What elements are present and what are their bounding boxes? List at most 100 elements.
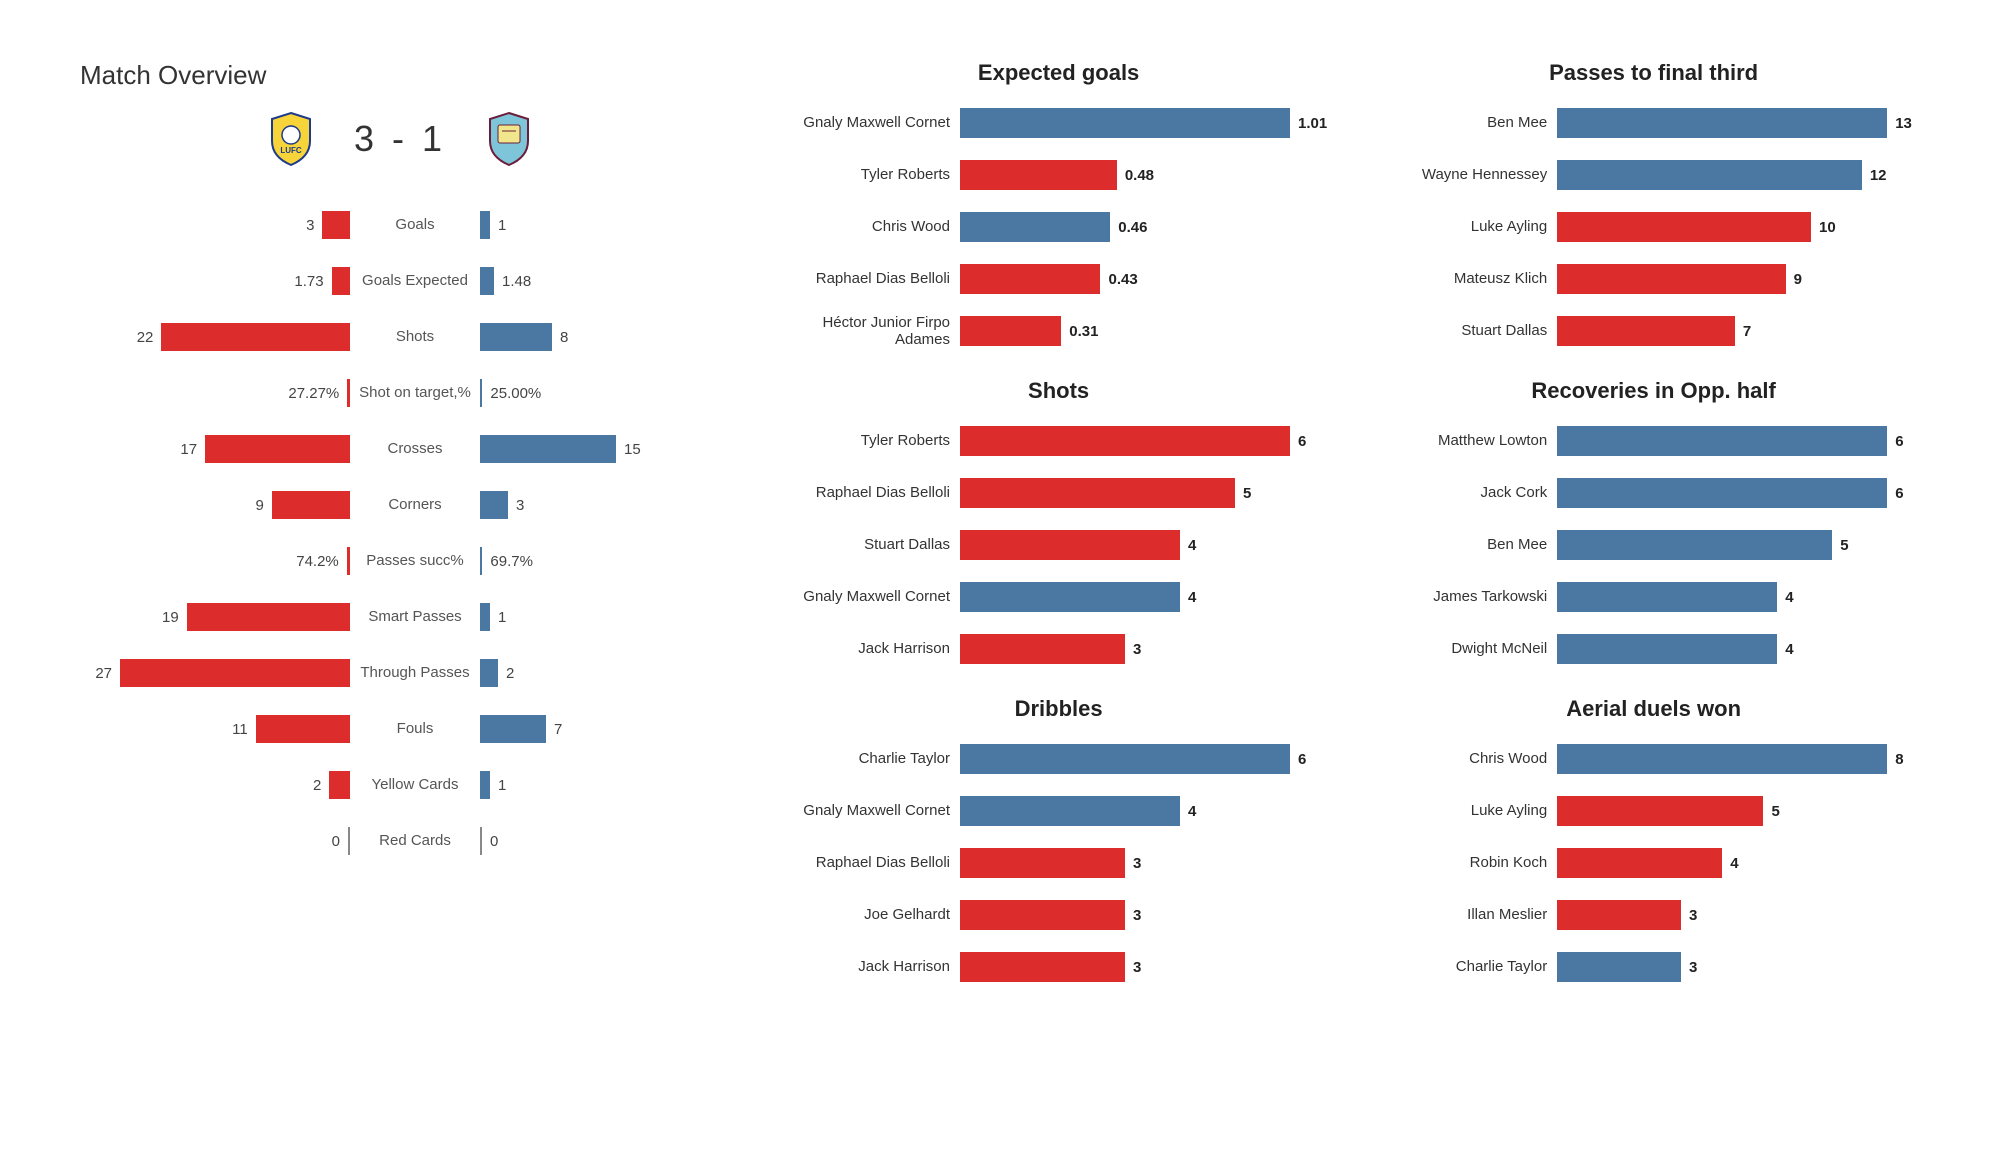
- bar-wrap: 12: [1557, 160, 1920, 190]
- stat-value-away: 69.7%: [490, 553, 533, 570]
- stat-row: 27.27%Shot on target,%25.00%: [80, 365, 720, 421]
- player-row: Illan Meslier3: [1387, 890, 1920, 940]
- player-bar: [960, 316, 1061, 346]
- stat-value-home: 3: [306, 217, 314, 234]
- player-value: 6: [1298, 433, 1306, 450]
- bar-home: [120, 659, 350, 687]
- player-bar: [960, 160, 1117, 190]
- player-row: Jack Harrison3: [790, 942, 1327, 992]
- bar-home: [332, 267, 350, 295]
- bar-away: [480, 715, 546, 743]
- stat-label: Goals Expected: [350, 272, 480, 290]
- player-bar: [1557, 530, 1832, 560]
- player-name: Wayne Hennessey: [1387, 166, 1557, 183]
- stat-label: Corners: [350, 496, 480, 514]
- player-name: Chris Wood: [790, 218, 960, 235]
- player-name: James Tarkowski: [1387, 588, 1557, 605]
- player-name: Chris Wood: [1387, 750, 1557, 767]
- bar-away: [480, 435, 616, 463]
- player-name: Robin Koch: [1387, 854, 1557, 871]
- stat-value-home: 74.2%: [296, 553, 339, 570]
- player-bar: [1557, 212, 1811, 242]
- player-stats-grid: Expected goalsGnaly Maxwell Cornet1.01Ty…: [790, 60, 1920, 994]
- stat-value-home: 27.27%: [288, 385, 339, 402]
- player-name: Stuart Dallas: [1387, 322, 1557, 339]
- player-bar: [960, 848, 1125, 878]
- player-value: 6: [1895, 433, 1903, 450]
- stat-row: 2Yellow Cards1: [80, 757, 720, 813]
- player-bar: [1557, 744, 1887, 774]
- stat-label: Goals: [350, 216, 480, 234]
- player-value: 3: [1689, 959, 1697, 976]
- player-row: Tyler Roberts6: [790, 416, 1327, 466]
- bar-wrap: 1.01: [960, 108, 1327, 138]
- bar-wrap: 0.31: [960, 316, 1327, 346]
- bar-home: [256, 715, 350, 743]
- player-bar: [1557, 108, 1887, 138]
- player-value: 10: [1819, 219, 1836, 236]
- bar-wrap: 4: [960, 530, 1327, 560]
- bar-away: [480, 659, 498, 687]
- player-row: Matthew Lowton6: [1387, 416, 1920, 466]
- mini-panel-title: Shots: [790, 378, 1327, 404]
- page-title: Match Overview: [80, 60, 720, 91]
- bar-wrap: 9: [1557, 264, 1920, 294]
- stat-value-home: 2: [313, 777, 321, 794]
- score-row: LUFC 3 - 1: [80, 111, 720, 167]
- bar-wrap: 5: [1557, 530, 1920, 560]
- bar-wrap: 6: [960, 744, 1327, 774]
- player-value: 0.48: [1125, 167, 1154, 184]
- bar-home: [329, 771, 350, 799]
- player-bar: [960, 952, 1125, 982]
- bar-wrap: 3: [960, 848, 1327, 878]
- player-name: Mateusz Klich: [1387, 270, 1557, 287]
- player-name: Luke Ayling: [1387, 802, 1557, 819]
- player-bar: [960, 796, 1180, 826]
- stat-value-away: 8: [560, 329, 568, 346]
- player-bar: [960, 108, 1290, 138]
- match-overview-panel: Match Overview LUFC 3 - 1 3Goals11.73Goa…: [80, 60, 720, 994]
- player-value: 12: [1870, 167, 1887, 184]
- stat-value-away: 3: [516, 497, 524, 514]
- bar-away: [480, 379, 482, 407]
- stat-value-home: 19: [162, 609, 179, 626]
- player-value: 4: [1730, 855, 1738, 872]
- bar-home: [205, 435, 350, 463]
- player-name: Charlie Taylor: [790, 750, 960, 767]
- player-value: 0.43: [1108, 271, 1137, 288]
- player-row: Robin Koch 4: [1387, 838, 1920, 888]
- stat-row: 0Red Cards0: [80, 813, 720, 869]
- player-row: Gnaly Maxwell Cornet1.01: [790, 98, 1327, 148]
- player-name: Gnaly Maxwell Cornet: [790, 802, 960, 819]
- player-value: 9: [1794, 271, 1802, 288]
- stat-value-away: 1.48: [502, 273, 531, 290]
- player-row: Gnaly Maxwell Cornet4: [790, 572, 1327, 622]
- stat-label: Shots: [350, 328, 480, 346]
- player-name: Jack Harrison: [790, 958, 960, 975]
- stat-row: 27Through Passes2: [80, 645, 720, 701]
- stat-label: Smart Passes: [350, 608, 480, 626]
- player-name: Raphael Dias Belloli: [790, 270, 960, 287]
- player-row: Chris Wood8: [1387, 734, 1920, 784]
- player-value: 4: [1188, 803, 1196, 820]
- stat-value-away: 1: [498, 217, 506, 234]
- bar-wrap: 6: [1557, 478, 1920, 508]
- mini-panel-title: Aerial duels won: [1387, 696, 1920, 722]
- home-team-badge-icon: LUFC: [268, 111, 314, 167]
- bar-away: [480, 323, 552, 351]
- bar-wrap: 13: [1557, 108, 1920, 138]
- bar-away: [480, 267, 494, 295]
- player-value: 4: [1785, 641, 1793, 658]
- stat-row: 74.2%Passes succ%69.7%: [80, 533, 720, 589]
- stat-row: 22Shots8: [80, 309, 720, 365]
- stat-label: Through Passes: [350, 664, 480, 682]
- stat-label: Fouls: [350, 720, 480, 738]
- stat-value-home: 0: [332, 833, 340, 850]
- stat-label: Yellow Cards: [350, 776, 480, 794]
- bar-home: [187, 603, 350, 631]
- bar-wrap: 3: [960, 634, 1327, 664]
- bar-home: [322, 211, 350, 239]
- stat-row: 19Smart Passes1: [80, 589, 720, 645]
- player-bar: [1557, 160, 1862, 190]
- mini-panel-title: Dribbles: [790, 696, 1327, 722]
